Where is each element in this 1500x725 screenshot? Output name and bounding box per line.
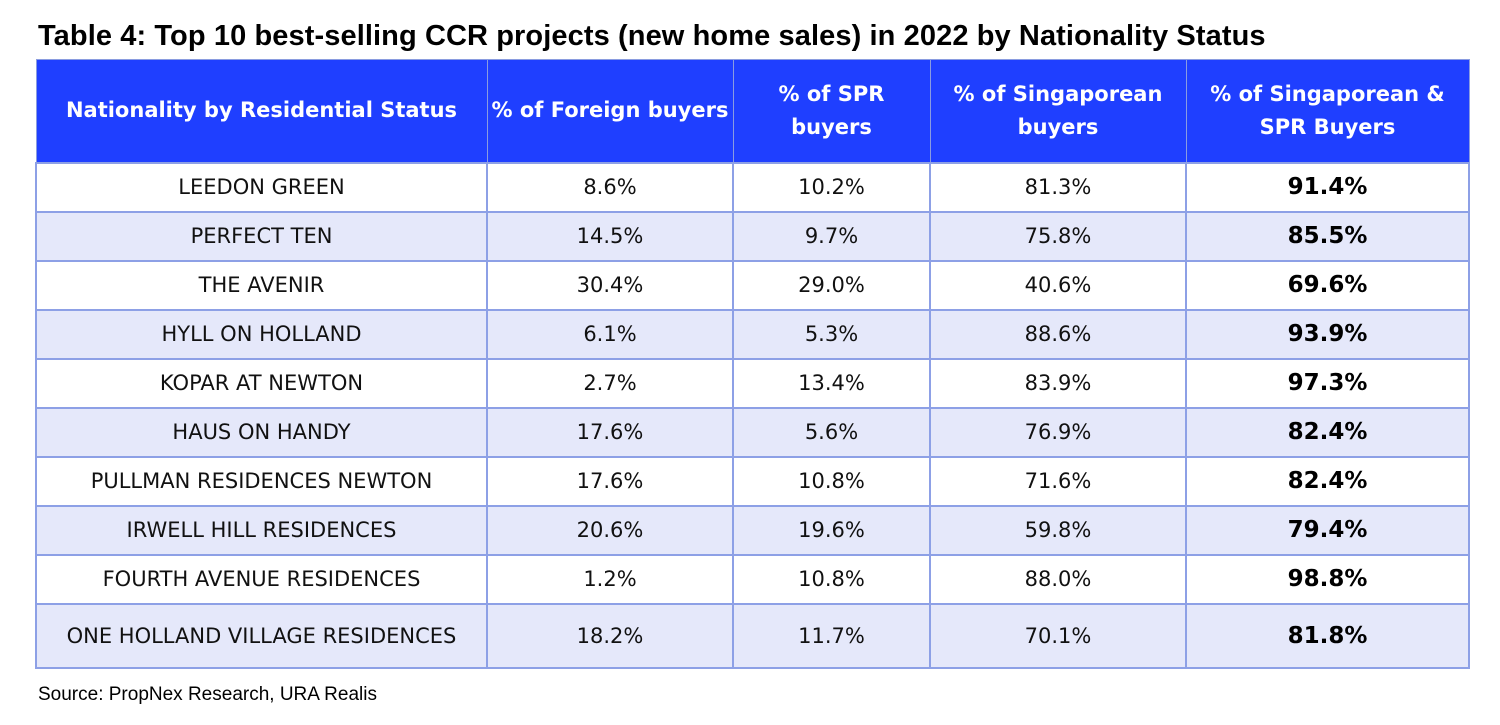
cell-project: HAUS ON HANDY bbox=[35, 406, 488, 458]
table-title: Table 4: Top 10 best-selling CCR project… bbox=[38, 20, 1266, 52]
cell-foreign: 17.6% bbox=[486, 455, 734, 507]
cell-spr: 9.7% bbox=[732, 210, 931, 262]
table-row: HYLL ON HOLLAND 6.1% 5.3% 88.6% 93.9% bbox=[35, 308, 1470, 360]
cell-singaporean-spr: 82.4% bbox=[1185, 455, 1470, 507]
cell-singaporean: 76.9% bbox=[929, 406, 1187, 458]
table-row: KOPAR AT NEWTON 2.7% 13.4% 83.9% 97.3% bbox=[35, 357, 1470, 409]
cell-foreign: 6.1% bbox=[486, 308, 734, 360]
cell-singaporean: 88.0% bbox=[929, 553, 1187, 605]
cell-foreign: 8.6% bbox=[486, 161, 734, 213]
cell-spr: 13.4% bbox=[732, 357, 931, 409]
header-singaporean: % of Singaporean buyers bbox=[929, 59, 1187, 163]
cell-spr: 11.7% bbox=[732, 602, 931, 669]
cell-singaporean-spr: 69.6% bbox=[1185, 259, 1470, 311]
table-row: ONE HOLLAND VILLAGE RESIDENCES 18.2% 11.… bbox=[35, 602, 1470, 669]
cell-singaporean: 59.8% bbox=[929, 504, 1187, 556]
table-row: PULLMAN RESIDENCES NEWTON 17.6% 10.8% 71… bbox=[35, 455, 1470, 507]
cell-foreign: 20.6% bbox=[486, 504, 734, 556]
cell-singaporean: 75.8% bbox=[929, 210, 1187, 262]
cell-foreign: 18.2% bbox=[486, 602, 734, 669]
table-row: PERFECT TEN 14.5% 9.7% 75.8% 85.5% bbox=[35, 210, 1470, 262]
cell-singaporean-spr: 85.5% bbox=[1185, 210, 1470, 262]
table-row: LEEDON GREEN 8.6% 10.2% 81.3% 91.4% bbox=[35, 161, 1470, 213]
cell-spr: 19.6% bbox=[732, 504, 931, 556]
table-row: THE AVENIR 30.4% 29.0% 40.6% 69.6% bbox=[35, 259, 1470, 311]
cell-singaporean: 81.3% bbox=[929, 161, 1187, 213]
cell-singaporean-spr: 91.4% bbox=[1185, 161, 1470, 213]
source-note: Source: PropNex Research, URA Realis bbox=[38, 684, 377, 705]
cell-singaporean: 88.6% bbox=[929, 308, 1187, 360]
header-foreign: % of Foreign buyers bbox=[486, 59, 734, 163]
header-nationality: Nationality by Residential Status bbox=[35, 59, 488, 163]
cell-project: HYLL ON HOLLAND bbox=[35, 308, 488, 360]
cell-singaporean-spr: 93.9% bbox=[1185, 308, 1470, 360]
cell-spr: 5.3% bbox=[732, 308, 931, 360]
cell-singaporean-spr: 81.8% bbox=[1185, 602, 1470, 669]
cell-project: KOPAR AT NEWTON bbox=[35, 357, 488, 409]
cell-singaporean: 83.9% bbox=[929, 357, 1187, 409]
cell-project: LEEDON GREEN bbox=[35, 161, 488, 213]
table-header-row: Nationality by Residential Status % of F… bbox=[35, 59, 1470, 163]
cell-spr: 10.8% bbox=[732, 553, 931, 605]
cell-foreign: 17.6% bbox=[486, 406, 734, 458]
cell-project: ONE HOLLAND VILLAGE RESIDENCES bbox=[35, 602, 488, 669]
cell-spr: 29.0% bbox=[732, 259, 931, 311]
cell-project: THE AVENIR bbox=[35, 259, 488, 311]
cell-foreign: 1.2% bbox=[486, 553, 734, 605]
cell-singaporean-spr: 98.8% bbox=[1185, 553, 1470, 605]
cell-project: PULLMAN RESIDENCES NEWTON bbox=[35, 455, 488, 507]
cell-singaporean-spr: 82.4% bbox=[1185, 406, 1470, 458]
cell-project: FOURTH AVENUE RESIDENCES bbox=[35, 553, 488, 605]
table-row: HAUS ON HANDY 17.6% 5.6% 76.9% 82.4% bbox=[35, 406, 1470, 458]
cell-spr: 10.2% bbox=[732, 161, 931, 213]
cell-singaporean-spr: 97.3% bbox=[1185, 357, 1470, 409]
cell-foreign: 2.7% bbox=[486, 357, 734, 409]
cell-project: IRWELL HILL RESIDENCES bbox=[35, 504, 488, 556]
header-spr: % of SPR buyers bbox=[732, 59, 931, 163]
cell-singaporean: 70.1% bbox=[929, 602, 1187, 669]
cell-singaporean: 40.6% bbox=[929, 259, 1187, 311]
cell-foreign: 14.5% bbox=[486, 210, 734, 262]
cell-singaporean-spr: 79.4% bbox=[1185, 504, 1470, 556]
nationality-table: Nationality by Residential Status % of F… bbox=[35, 59, 1470, 669]
table-row: FOURTH AVENUE RESIDENCES 1.2% 10.8% 88.0… bbox=[35, 553, 1470, 605]
cell-project: PERFECT TEN bbox=[35, 210, 488, 262]
header-singaporean-spr: % of Singaporean & SPR Buyers bbox=[1185, 59, 1470, 163]
cell-singaporean: 71.6% bbox=[929, 455, 1187, 507]
cell-foreign: 30.4% bbox=[486, 259, 734, 311]
cell-spr: 10.8% bbox=[732, 455, 931, 507]
table-row: IRWELL HILL RESIDENCES 20.6% 19.6% 59.8%… bbox=[35, 504, 1470, 556]
cell-spr: 5.6% bbox=[732, 406, 931, 458]
